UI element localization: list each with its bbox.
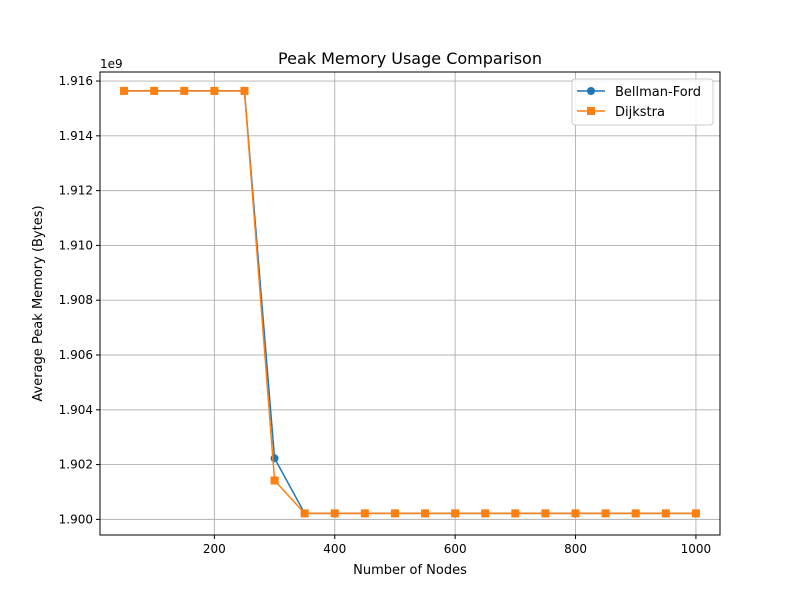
data-point-bellman-ford (270, 454, 279, 463)
grid (100, 72, 720, 535)
legend-marker-bellman-ford (587, 87, 595, 95)
series-bellman-ford (120, 86, 700, 518)
data-point-dijkstra (210, 86, 219, 95)
y-tick-label: 1.914 (59, 129, 93, 143)
data-point-dijkstra (390, 509, 399, 518)
data-point-dijkstra (270, 476, 279, 485)
data-point-dijkstra (511, 509, 520, 518)
x-tick-label: 800 (564, 542, 587, 556)
x-tick-label: 400 (323, 542, 346, 556)
data-point-dijkstra (601, 509, 610, 518)
y-axis: 1.900 1.902 1.904 1.906 1.908 1.910 1.912 1.914… (59, 74, 100, 526)
legend-item-bellman-ford: Bellman-Ford (577, 85, 701, 100)
y-tick-label: 1.900 (59, 512, 93, 526)
plot-frame (99, 71, 721, 536)
data-point-dijkstra (541, 509, 550, 518)
x-tick-label: 600 (444, 542, 467, 556)
data-point-dijkstra (571, 509, 580, 518)
legend-item-dijkstra: Dijkstra (577, 105, 665, 120)
y-tick-label: 1.916 (59, 74, 93, 88)
data-point-dijkstra (330, 509, 339, 518)
data-point-dijkstra (360, 509, 369, 518)
y-offset-label: 1e9 (100, 57, 123, 71)
data-point-dijkstra (421, 509, 430, 518)
legend-box (571, 78, 714, 126)
data-point-dijkstra (451, 509, 460, 518)
data-point-dijkstra (481, 509, 490, 518)
y-axis-label: Average Peak Memory (Bytes) (31, 205, 46, 401)
data-point-dijkstra (120, 86, 129, 95)
data-point-dijkstra (150, 86, 159, 95)
x-tick-label: 1000 (681, 542, 712, 556)
y-tick-label: 1.912 (59, 184, 93, 198)
y-tick-label: 1.904 (59, 403, 93, 417)
series-line-bellman-ford (124, 90, 696, 515)
data-point-dijkstra (240, 86, 249, 95)
y-tick-label: 1.910 (59, 238, 93, 252)
y-tick-label: 1.906 (59, 348, 93, 362)
series-line-dijkstra (124, 90, 696, 515)
chart-title: Peak Memory Usage Comparison (278, 49, 542, 68)
x-axis-label: Number of Nodes (353, 563, 467, 578)
y-tick-label: 1.908 (59, 293, 93, 307)
x-axis: 200 400 600 800 1000 (203, 535, 711, 556)
legend-marker-dijkstra (587, 107, 595, 115)
data-point-dijkstra (631, 509, 640, 518)
x-tick-label: 200 (203, 542, 226, 556)
data-point-dijkstra (691, 509, 700, 518)
legend-label-dijkstra: Dijkstra (615, 105, 665, 120)
data-point-dijkstra (661, 509, 670, 518)
series-layer (120, 86, 700, 518)
y-tick-label: 1.902 (59, 458, 93, 472)
data-point-dijkstra (180, 86, 189, 95)
legend: Bellman-Ford Dijkstra (571, 78, 714, 126)
data-point-dijkstra (300, 509, 309, 518)
legend-label-bellman-ford: Bellman-Ford (615, 85, 701, 100)
series-dijkstra (120, 86, 700, 518)
